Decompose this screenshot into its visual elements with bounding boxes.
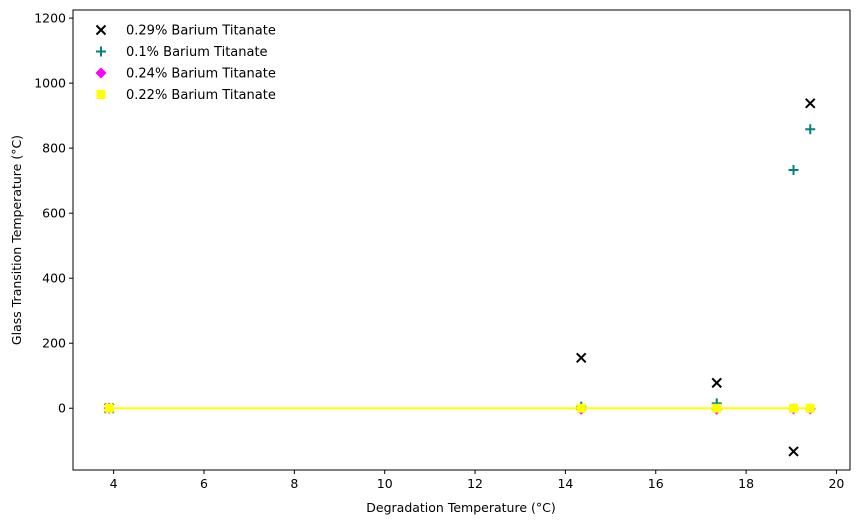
- x-axis-title: Degradation Temperature (°C): [366, 500, 555, 515]
- legend-marker: [96, 46, 106, 57]
- data-point: [788, 446, 799, 457]
- data-point: [805, 98, 816, 109]
- y-tick-label: 600: [42, 206, 66, 221]
- legend-marker: [96, 90, 106, 99]
- data-point: [712, 403, 722, 413]
- data-point: [711, 377, 722, 389]
- legend-label: 0.22% Barium Titanate: [126, 88, 276, 103]
- x-tick-label: 4: [110, 476, 118, 491]
- legend: 0.29% Barium Titanate 0.1% Barium Titanat…: [95, 24, 276, 103]
- y-axis: 0 200 400 600 800 1000 1200: [34, 11, 73, 416]
- y-tick-label: 800: [42, 141, 66, 156]
- x-tick-label: 10: [377, 476, 393, 491]
- data-point: [805, 403, 815, 413]
- y-axis-title: Glass Transition Temperature (°C): [9, 135, 24, 345]
- series-4: [104, 403, 815, 413]
- x-tick-label: 16: [648, 476, 664, 491]
- plot-frame: [72, 9, 851, 471]
- data-layer: [103, 98, 816, 457]
- y-tick-label: 0: [58, 401, 66, 416]
- data-point: [576, 403, 586, 413]
- y-tick-label: 1000: [34, 76, 66, 91]
- x-tick-label: 8: [290, 476, 298, 491]
- legend-marker: [95, 24, 107, 36]
- data-point: [789, 403, 799, 413]
- x-tick-label: 12: [467, 476, 483, 491]
- data-point: [576, 352, 587, 364]
- legend-label: 0.29% Barium Titanate: [126, 24, 276, 39]
- y-tick-label: 1200: [34, 11, 66, 26]
- legend-label: 0.1% Barium Titanate: [126, 45, 268, 60]
- data-point: [805, 124, 816, 135]
- data-point: [104, 403, 114, 413]
- y-tick-label: 400: [42, 271, 66, 286]
- plot-background: [73, 10, 850, 470]
- x-tick-label: 18: [738, 476, 754, 491]
- x-tick-label: 14: [557, 476, 573, 491]
- x-axis: 4 6 8 10 12 14 16 18 20: [110, 470, 844, 491]
- y-tick-label: 200: [42, 336, 66, 351]
- x-tick-label: 20: [828, 476, 844, 491]
- x-tick-label: 6: [200, 476, 208, 491]
- data-point: [788, 164, 799, 175]
- legend-label: 0.24% Barium Titanate: [126, 67, 276, 82]
- legend-marker: [95, 67, 107, 79]
